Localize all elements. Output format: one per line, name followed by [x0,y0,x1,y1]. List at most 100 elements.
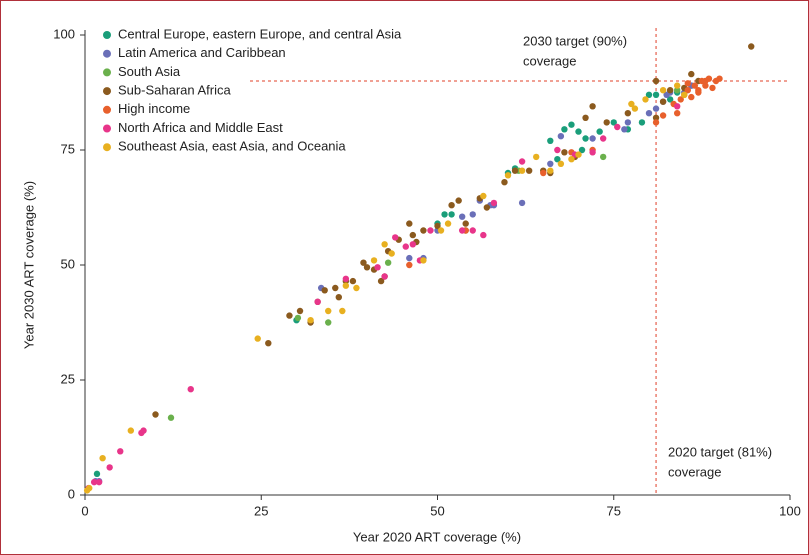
point [684,80,691,87]
point [568,156,575,163]
point [409,241,417,248]
point [483,204,491,211]
point [392,234,399,241]
point [716,75,723,82]
point [659,112,667,119]
point [652,77,660,85]
point [568,121,575,128]
point [448,202,455,209]
point [702,82,709,89]
point [642,96,649,103]
point [504,172,512,179]
point [384,259,392,266]
point [645,110,653,117]
point [342,282,350,289]
point [95,478,103,486]
point [659,98,667,105]
point [501,179,508,186]
point [455,197,462,204]
point [677,96,684,103]
point [533,153,540,161]
point [294,314,302,322]
annotation: 2030 target (90%) [523,33,627,48]
legend-label: South Asia [118,64,181,79]
point [638,119,646,126]
point [674,103,681,110]
point [628,100,635,108]
point [582,135,589,142]
point [339,307,346,315]
annotation: coverage [668,464,721,479]
x-tick-label: 100 [779,503,801,518]
point [681,91,688,99]
point [614,123,621,131]
point [674,82,681,89]
y-axis-label: Year 2030 ART coverage (%) [21,181,36,349]
point [490,199,498,207]
point [420,227,427,234]
y-tick-label: 50 [61,256,75,271]
annotation: coverage [523,53,576,68]
point [596,128,603,135]
point [307,317,314,324]
legend-swatch [103,143,111,152]
point [688,93,695,101]
point [167,414,175,421]
point [444,220,452,227]
point [547,137,554,144]
point [652,91,660,99]
point [674,110,681,117]
point [695,87,702,94]
point [388,250,395,257]
point [702,77,709,85]
point [652,114,660,122]
point [254,335,261,342]
point [575,128,582,135]
point [349,277,357,285]
legend-swatch [103,68,111,77]
point [420,257,427,264]
point [374,264,381,271]
point [518,199,526,207]
point [458,227,466,234]
point [381,241,388,248]
point [469,211,476,218]
point [540,169,547,177]
point [140,427,147,434]
point [187,386,194,393]
point [409,231,417,239]
point [325,307,332,315]
legend-label: Southeast Asia, east Asia, and Oceania [118,139,346,154]
point [353,284,360,292]
point [624,119,632,126]
point [99,455,106,462]
point [578,146,586,154]
point [325,319,332,326]
point [458,213,466,220]
point [684,87,691,94]
point [589,135,596,142]
y-tick-label: 100 [53,26,75,41]
point [621,126,628,133]
point [652,119,660,126]
point [518,167,526,174]
point [666,96,674,103]
x-tick-label: 25 [254,503,268,518]
point [332,284,339,292]
x-tick-label: 75 [607,503,621,518]
point [547,167,554,174]
point [554,146,561,154]
point [363,264,371,271]
point [377,277,385,285]
point [314,298,321,305]
point [631,105,639,112]
x-axis-label: Year 2020 ART coverage (%) [353,529,521,544]
point [511,167,519,174]
point [93,470,101,478]
point [402,243,409,250]
point [90,478,98,486]
point [599,135,607,142]
x-tick-label: 0 [81,503,88,518]
point [448,211,455,218]
point [434,222,441,230]
